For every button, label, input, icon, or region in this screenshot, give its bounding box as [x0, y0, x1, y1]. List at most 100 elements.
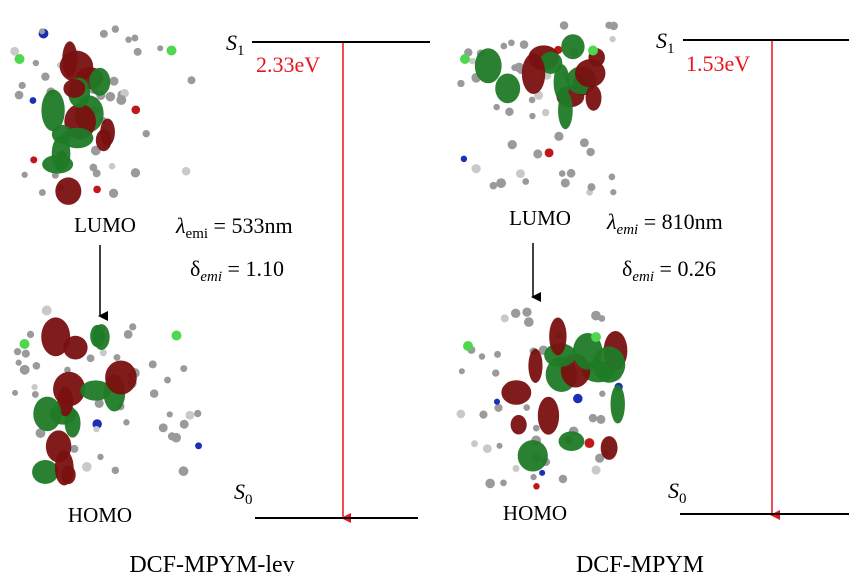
orbital-images: [10, 21, 628, 490]
orbital-shape: [530, 473, 537, 481]
orbital-shape: [505, 107, 514, 116]
orbital-shape: [591, 332, 601, 342]
orbital-shape: [33, 396, 62, 432]
orbital-shape: [55, 177, 82, 205]
orbital-shape: [113, 353, 121, 361]
orbital-shape: [129, 323, 137, 331]
text-part: = 533nm: [208, 213, 293, 238]
orbital-shape: [14, 90, 24, 100]
orbital-shape: [64, 366, 71, 374]
orbital-shape: [171, 432, 182, 443]
orbital-shape: [610, 385, 625, 424]
orbital-shape: [61, 127, 94, 149]
orbital-shape: [70, 444, 79, 453]
orbital-shape: [494, 403, 503, 412]
orbital-shape: [105, 91, 116, 102]
orbital-shape: [123, 419, 130, 426]
orbital-shape: [585, 85, 602, 111]
lumo-label: LUMO: [509, 206, 571, 230]
orbital-shape: [608, 173, 616, 181]
text-part: S: [234, 479, 245, 504]
orbital-shape: [471, 440, 478, 448]
orbital-shape: [519, 40, 529, 49]
orbital-shape: [566, 168, 576, 178]
panel-title: DCF-MPYM-lev: [129, 552, 294, 578]
orbital-shape: [493, 103, 500, 111]
text-part: 1: [237, 43, 245, 59]
orbital-shape: [32, 361, 41, 370]
orbital-shape: [94, 398, 104, 408]
energy-gap: 2.33eV: [256, 52, 320, 77]
orbital-shape: [61, 465, 76, 485]
orbital-shape: [32, 59, 40, 67]
orbital-shape: [479, 410, 488, 419]
orbital-shape: [474, 48, 502, 84]
orbital-shape: [157, 45, 164, 52]
orbital-shape: [544, 148, 554, 158]
orbital-shape: [587, 183, 596, 192]
orbital-shape: [501, 380, 532, 405]
orbital-shape: [599, 390, 606, 397]
orbital-shape: [21, 349, 30, 358]
orbital-shape: [510, 308, 521, 319]
orbital-shape: [494, 350, 502, 358]
orbital-shape: [460, 54, 470, 64]
orbital-shape: [610, 189, 617, 196]
orbital-shape: [549, 317, 567, 356]
orbital-shape: [558, 431, 585, 452]
orbital-shape: [35, 428, 46, 438]
orbital-shape: [493, 398, 501, 405]
s0-label: S0: [668, 478, 687, 507]
orbital-shape: [89, 163, 98, 172]
orbital-shape: [528, 348, 543, 383]
orbital-shape: [105, 360, 137, 395]
orbital-shape: [14, 54, 25, 64]
orbital-shape: [164, 376, 171, 384]
orbital-shape: [533, 149, 543, 159]
lambda-emi: λemi = 533nm: [175, 213, 293, 242]
orbital-shape: [39, 28, 46, 35]
text-part: 0: [245, 492, 253, 508]
orbital-shape: [149, 389, 159, 398]
orbital-shape: [19, 339, 30, 349]
text-part: S: [226, 30, 237, 55]
orbital-shape: [93, 185, 101, 194]
orbital-shape: [195, 442, 202, 450]
orbital-shape: [500, 314, 509, 323]
lambda-emi: λemi = 810nm: [606, 209, 723, 238]
orbital-shape: [99, 29, 108, 38]
orbital-shape: [89, 67, 111, 96]
orbital-shape: [579, 138, 589, 148]
orbital-shape: [478, 353, 486, 360]
orbital-shape: [460, 155, 468, 163]
orbital-shape: [539, 51, 563, 74]
orbital-shape: [180, 365, 188, 373]
orbital-shape: [516, 169, 525, 179]
orbital-shape: [507, 140, 517, 150]
orbital-shape: [21, 171, 28, 178]
orbital-shape: [93, 324, 110, 350]
orbital-shape: [591, 310, 601, 321]
orbital-shape: [92, 419, 102, 429]
orbital-shape: [13, 348, 22, 356]
homo-label: HOMO: [503, 501, 567, 525]
text-part: emi: [200, 269, 222, 285]
orbital-shape: [93, 425, 100, 433]
text-part: emi: [632, 269, 654, 285]
orbital-shape: [179, 419, 189, 429]
orbital-shape: [123, 329, 133, 339]
orbital-shape: [512, 464, 520, 472]
orbital-shape: [522, 178, 530, 185]
orbital-shape: [521, 53, 546, 95]
text-part: = 1.10: [222, 256, 284, 281]
orbital-shape: [125, 36, 132, 43]
orbital-shape: [517, 440, 548, 472]
orbital-shape: [492, 369, 500, 377]
orbital-shape: [131, 34, 139, 42]
orbital-shape: [41, 89, 65, 132]
orbital-shape: [523, 317, 534, 327]
orbital-shape: [511, 64, 518, 71]
orbital-shape: [178, 466, 189, 477]
text-part: = 810nm: [638, 209, 723, 234]
